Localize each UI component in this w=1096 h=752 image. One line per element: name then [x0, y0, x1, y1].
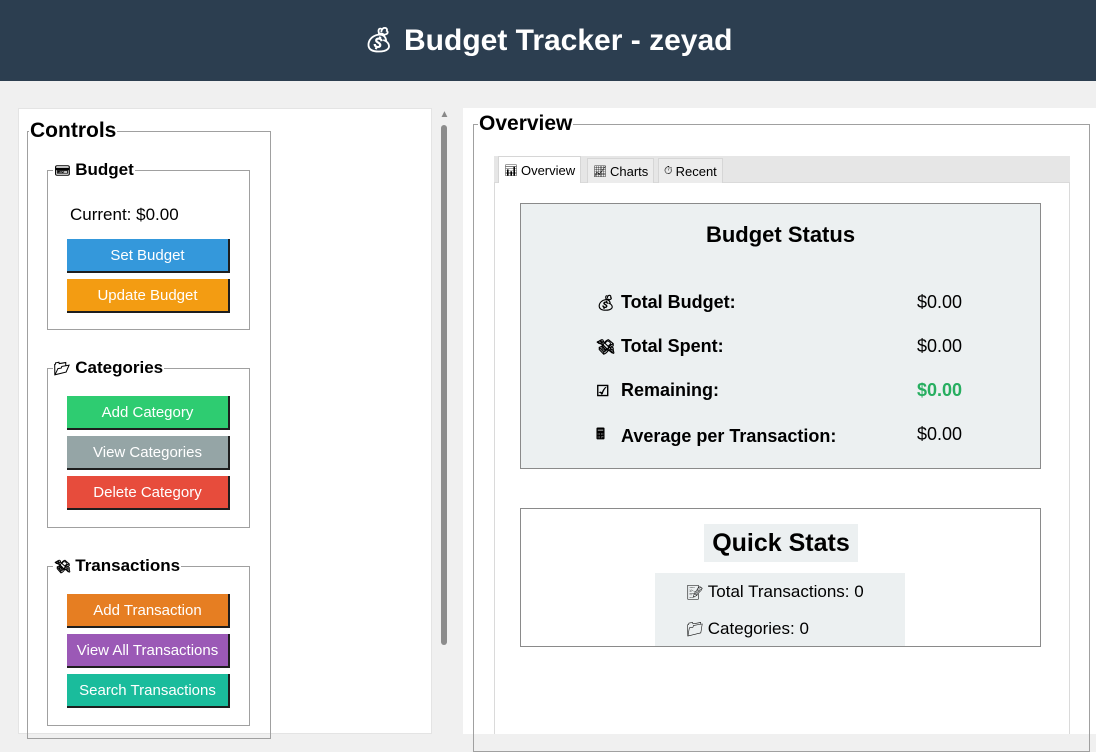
categories-stat: 📁︎ Categories: 0	[686, 619, 809, 638]
total-budget-value: $0.00	[917, 292, 963, 312]
check-box-icon: ☑︎	[596, 382, 610, 400]
overview-legend: Overview	[479, 112, 573, 135]
search-transactions-button[interactable]: Search Transactions	[67, 674, 230, 708]
view-all-transactions-button[interactable]: View All Transactions	[67, 634, 230, 668]
tab-charts[interactable]: 📈︎ Charts	[587, 158, 655, 183]
tab-recent[interactable]: ⏱︎ Recent	[658, 158, 723, 183]
line-chart-icon: 📈︎	[593, 165, 607, 178]
tab-bar: 📊︎ Overview 📈︎ Charts ⏱︎ Recent	[494, 156, 1070, 184]
controls-legend: Controls	[30, 119, 117, 142]
folder-icon: 📁︎	[686, 620, 704, 637]
budget-status-panel	[520, 203, 1041, 469]
app-header: 💰︎ Budget Tracker - zeyad	[0, 0, 1096, 81]
scroll-up-arrow-icon[interactable]: ▲	[439, 109, 450, 120]
set-budget-button[interactable]: Set Budget	[67, 239, 230, 273]
calculator-icon: 🖩︎	[596, 426, 606, 443]
average-per-transaction-value: $0.00	[917, 424, 963, 444]
money-bag-icon: 💰︎	[363, 27, 394, 54]
total-transactions-stat: 📝︎ Total Transactions: 0	[686, 582, 864, 601]
tab-overview[interactable]: 📊︎ Overview	[498, 156, 582, 184]
delete-category-button[interactable]: Delete Category	[67, 476, 230, 510]
budget-legend: 💳︎ Budget	[54, 160, 134, 179]
budget-group: 💳︎ Budget	[47, 160, 250, 330]
average-per-transaction-label: 🖩︎ Average per Transaction:	[596, 424, 836, 449]
money-bag-icon: 💰︎	[596, 294, 616, 312]
money-wings-icon: 💸︎	[596, 338, 616, 356]
folder-icon: 📂︎	[54, 361, 71, 376]
total-budget-label: 💰︎ Total Budget:	[596, 292, 736, 312]
quick-stats-title: Quick Stats	[704, 524, 858, 562]
total-spent-value: $0.00	[917, 336, 963, 356]
credit-card-icon: 💳︎	[54, 163, 71, 178]
budget-status-title: Budget Status	[705, 222, 856, 247]
remaining-label: ☑︎ Remaining:	[596, 380, 720, 400]
bar-chart-icon: 📊︎	[504, 165, 518, 177]
current-budget-label: Current: $0.00	[70, 205, 179, 224]
quick-stats-list	[655, 573, 905, 646]
transactions-legend: 💸︎ Transactions	[54, 556, 181, 575]
add-transaction-button[interactable]: Add Transaction	[67, 594, 230, 628]
scroll-thumb[interactable]	[441, 125, 447, 645]
memo-icon: 📝︎	[686, 583, 704, 600]
controls-scrollbar[interactable]: ▲	[436, 108, 453, 734]
total-spent-label: 💸︎ Total Spent:	[596, 336, 724, 356]
transactions-group: 💸︎ Transactions	[47, 556, 250, 726]
remaining-value: $0.00	[917, 380, 963, 400]
update-budget-button[interactable]: Update Budget	[67, 279, 230, 313]
categories-legend: 📂︎ Categories	[54, 358, 164, 377]
money-wings-icon: 💸︎	[54, 559, 71, 574]
add-category-button[interactable]: Add Category	[67, 396, 230, 430]
app-title: Budget Tracker - zeyad	[404, 23, 733, 57]
clock-icon: ⏱︎	[664, 164, 673, 177]
view-categories-button[interactable]: View Categories	[67, 436, 230, 470]
categories-group: 📂︎ Categories	[47, 358, 250, 528]
